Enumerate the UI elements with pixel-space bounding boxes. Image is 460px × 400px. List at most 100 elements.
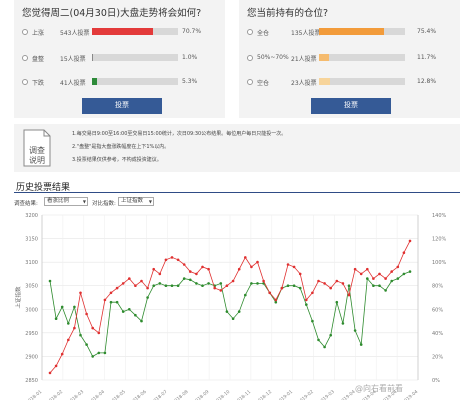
data-point (128, 277, 131, 280)
data-point (60, 305, 64, 309)
data-point (170, 256, 174, 259)
notice-line: 3.投票结果仅供参考，不构成投资建议。 (72, 157, 162, 163)
result-bar (92, 78, 178, 85)
data-point (305, 298, 308, 302)
data-point (311, 319, 314, 323)
x-tick-label: 2018-10 (213, 389, 231, 400)
history-title: 历史投票结果 (16, 183, 71, 193)
result-bar (319, 54, 405, 61)
data-point (329, 333, 333, 337)
data-point (372, 284, 375, 287)
data-point (323, 282, 326, 285)
x-tick-label: 2018-05 (109, 389, 127, 400)
x-tick-label: 2019-04 (338, 389, 356, 400)
poll-option-half[interactable]: 50%~70% 21人投票 11.7% (247, 52, 460, 64)
data-point (347, 284, 351, 287)
data-point (146, 286, 149, 290)
data-point (195, 282, 198, 285)
left-tick-label: 3100 (25, 260, 38, 266)
option-percent: 75.4% (417, 28, 437, 35)
data-point (109, 291, 113, 295)
right-tick-label: 40% (432, 331, 443, 337)
radio-button[interactable] (247, 79, 253, 85)
data-point (140, 319, 143, 323)
radio-button[interactable] (22, 55, 28, 61)
x-tick-label: 2018-01 (25, 389, 43, 400)
option-count: 135人投票 (291, 30, 321, 37)
data-point (335, 300, 339, 304)
left-tick-label: 3000 (25, 307, 38, 313)
poll-question: 您当前持有的仓位? (247, 8, 329, 19)
data-point (85, 343, 88, 346)
filter-result-label: 调查结果: (14, 201, 38, 207)
data-point (60, 352, 64, 356)
data-point (347, 293, 351, 297)
left-tick-label: 3050 (25, 284, 38, 290)
data-point (237, 267, 241, 271)
data-point (121, 282, 125, 285)
poll-question: 您觉得周二(04月30日)大盘走势将会如何? (22, 8, 202, 19)
series-line-1 (49, 240, 411, 374)
x-tick-label: 2018-07 (150, 389, 168, 400)
radio-button[interactable] (247, 55, 253, 61)
data-point (128, 308, 131, 311)
data-point (219, 282, 223, 285)
x-tick-label: 2018-04 (88, 389, 106, 400)
right-tick-label: 20% (432, 354, 443, 360)
result-select[interactable]: 看涨比例 ▼ (44, 197, 88, 206)
option-label: 50%~70% (257, 54, 289, 61)
left-tick-label: 2900 (25, 354, 38, 360)
data-point (244, 256, 247, 259)
data-point (54, 317, 58, 320)
data-point (231, 317, 235, 320)
data-point (329, 286, 333, 290)
data-point (164, 258, 168, 262)
data-point (298, 286, 302, 290)
poll-option-down[interactable]: 下跌 41人投票 5.3% (22, 76, 233, 88)
x-tick-label: 2018-09 (192, 389, 210, 400)
poll-option-full[interactable]: 全仓 135人投票 75.4% (247, 26, 460, 38)
data-point (286, 284, 290, 287)
left-axis-label: 上证指数 (14, 286, 22, 309)
data-point (164, 284, 168, 287)
poll-option-empty[interactable]: 空仓 23人投票 12.8% (247, 76, 460, 88)
vote-button[interactable]: 投票 (311, 98, 391, 114)
right-tick-label: 60% (432, 307, 443, 313)
data-point (97, 351, 101, 355)
x-tick-label: 2019-02 (297, 389, 315, 400)
radio-button[interactable] (247, 29, 253, 35)
data-point (390, 279, 394, 283)
data-point (256, 260, 259, 264)
left-tick-label: 2850 (25, 378, 38, 384)
data-point (67, 322, 70, 325)
result-bar-fill (92, 28, 153, 35)
poll-option-up[interactable]: 上涨 543人投票 70.7% (22, 26, 233, 38)
data-point (158, 272, 162, 276)
data-point (195, 272, 198, 276)
x-tick-label: 2019-04 (401, 389, 419, 400)
index-select[interactable]: 上证指数 ▼ (118, 197, 154, 206)
option-count: 15人投票 (60, 56, 86, 63)
option-label: 盘整 (32, 56, 45, 63)
x-tick-label: 2019-04 (359, 389, 377, 400)
option-percent: 5.3% (182, 78, 198, 85)
x-tick-label: 2019-03 (317, 389, 335, 400)
result-bar-fill (92, 78, 97, 85)
data-point (176, 258, 180, 262)
vote-button[interactable]: 投票 (82, 98, 162, 114)
filter-index-label: 对比指数: (92, 201, 116, 207)
select-value: 上证指数 (121, 198, 144, 204)
data-point (73, 326, 76, 330)
radio-button[interactable] (22, 79, 28, 85)
poll-market-trend: 您觉得周二(04月30日)大盘走势将会如何? 上涨 543人投票 70.7% 盘… (14, 0, 225, 118)
data-point (292, 265, 296, 269)
radio-button[interactable] (22, 29, 28, 35)
poll-option-flat[interactable]: 盘整 15人投票 1.0% (22, 52, 233, 64)
x-tick-label: 2018-02 (46, 389, 64, 400)
survey-notice: 调查说明 1.每交易日9:00至16:00至交易日15:00统计，次日09:30… (14, 124, 460, 172)
result-bar-fill (319, 28, 384, 35)
data-point (353, 329, 357, 332)
document-icon (23, 129, 51, 167)
data-point (189, 278, 192, 282)
series-line-0 (49, 271, 411, 357)
